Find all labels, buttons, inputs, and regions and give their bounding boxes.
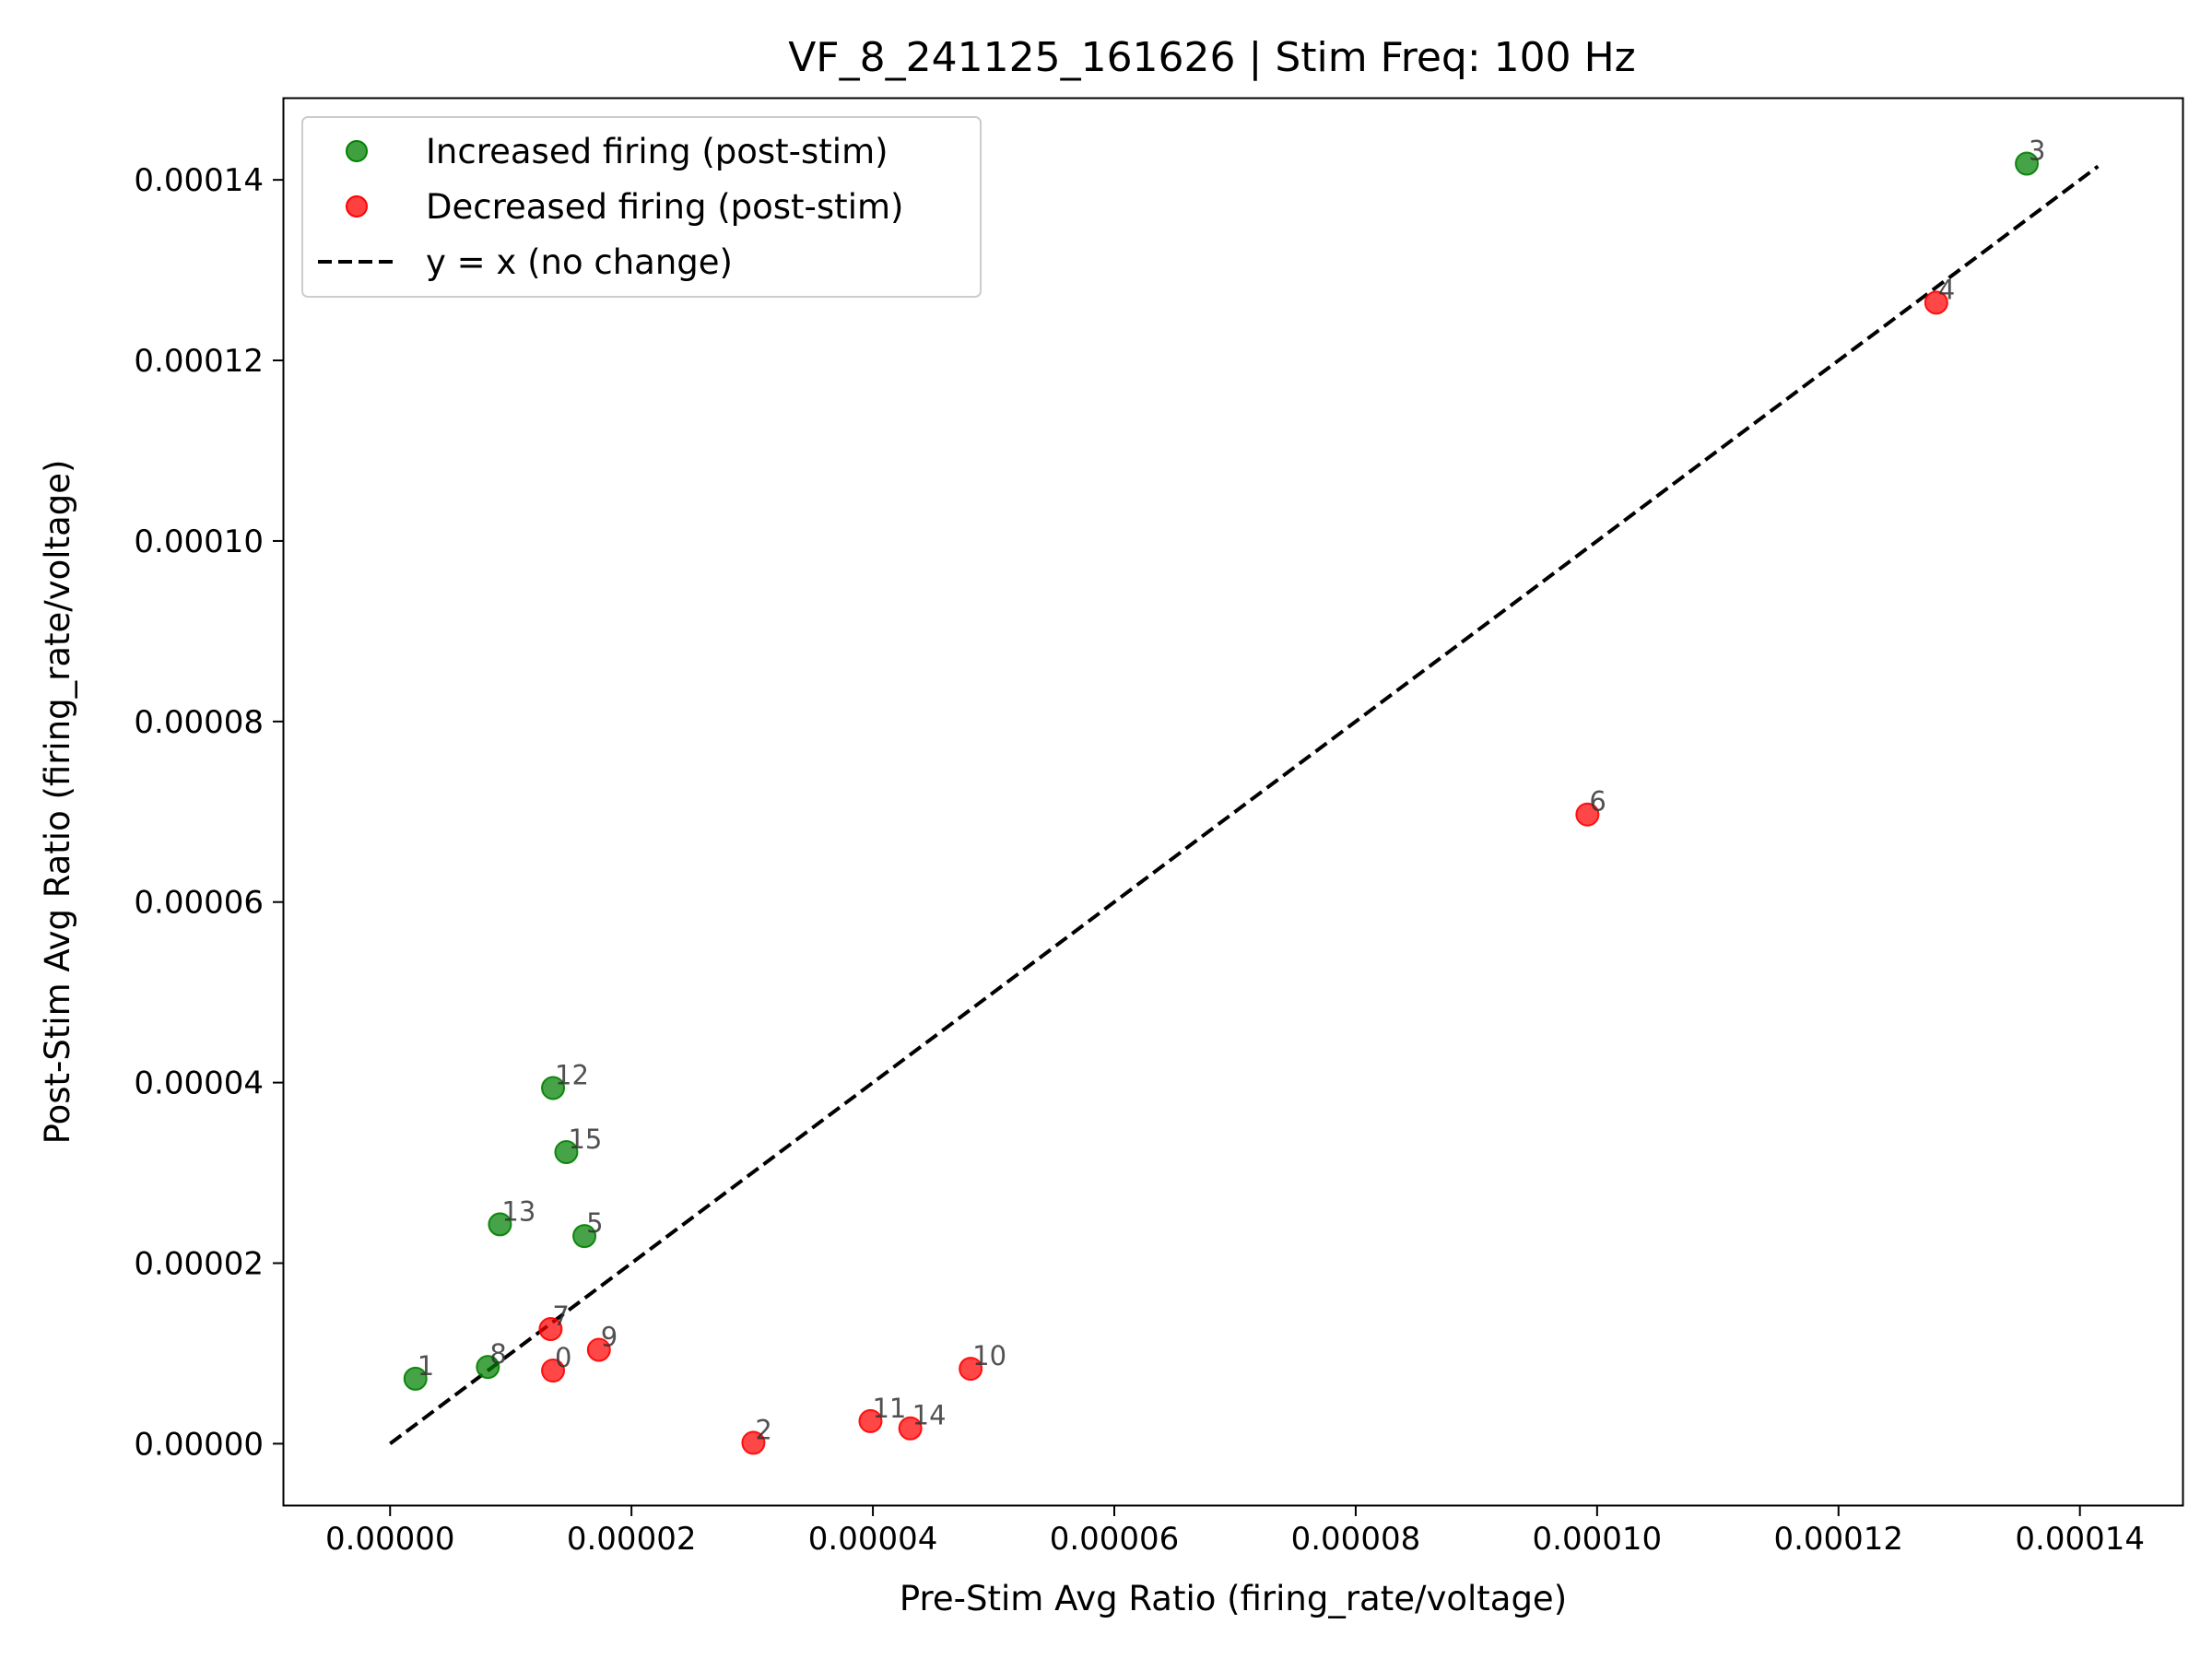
legend-marker-increased bbox=[346, 140, 368, 162]
data-point-5 bbox=[572, 1224, 597, 1249]
legend: Increased firing (post-stim) Decreased f… bbox=[301, 116, 982, 298]
data-point-label-9: 9 bbox=[601, 1322, 618, 1353]
legend-frame bbox=[301, 116, 982, 298]
x-axis-label: Pre-Stim Avg Ratio (firing_rate/voltage) bbox=[900, 1579, 1567, 1618]
y-tick-label: 0.00006 bbox=[134, 885, 264, 922]
legend-label-increased: Increased firing (post-stim) bbox=[426, 132, 888, 171]
y-tick-label: 0.00004 bbox=[134, 1065, 264, 1102]
y-tick-label: 0.00012 bbox=[134, 343, 264, 380]
data-point-label-6: 6 bbox=[1589, 786, 1606, 818]
x-tick-label: 0.00008 bbox=[1291, 1521, 1421, 1558]
data-point-label-3: 3 bbox=[2029, 135, 2045, 167]
y-axis: 0.00000 0.00002 0.00004 0.00006 0.00008 0.000… bbox=[134, 162, 284, 1463]
y-tick-label: 0.00008 bbox=[134, 704, 264, 741]
x-tick-label: 0.00012 bbox=[1773, 1521, 1903, 1558]
data-point-label-12: 12 bbox=[555, 1059, 589, 1090]
data-point-label-0: 0 bbox=[555, 1342, 571, 1373]
data-point-15 bbox=[554, 1140, 579, 1165]
data-point-7 bbox=[538, 1317, 563, 1342]
data-point-12 bbox=[541, 1076, 566, 1100]
x-axis: 0.00000 0.00002 0.00004 0.00006 0.00008 0.000… bbox=[325, 1505, 2145, 1558]
data-point-label-15: 15 bbox=[568, 1124, 602, 1155]
data-point-1 bbox=[403, 1366, 428, 1391]
y-tick-label: 0.00014 bbox=[134, 162, 264, 199]
x-tick-label: 0.00014 bbox=[2015, 1521, 2145, 1558]
plot-area-frame bbox=[282, 97, 2184, 1507]
legend-label-decreased: Decreased firing (post-stim) bbox=[426, 187, 903, 227]
data-points bbox=[403, 151, 2040, 1455]
data-point-14 bbox=[898, 1416, 923, 1441]
data-point-label-11: 11 bbox=[872, 1393, 906, 1424]
y-tick-label: 0.00000 bbox=[134, 1426, 264, 1463]
x-tick-label: 0.00002 bbox=[567, 1521, 697, 1558]
legend-label-reference: y = x (no change) bbox=[426, 242, 733, 282]
x-tick-label: 0.00010 bbox=[1533, 1521, 1663, 1558]
x-tick-label: 0.00004 bbox=[808, 1521, 938, 1558]
data-point-label-10: 10 bbox=[972, 1340, 1006, 1371]
x-tick-label: 0.00000 bbox=[325, 1521, 455, 1558]
data-point-label-13: 13 bbox=[501, 1195, 535, 1227]
data-point-6 bbox=[1575, 802, 1600, 827]
data-point-label-7: 7 bbox=[552, 1300, 569, 1332]
data-point-label-14: 14 bbox=[912, 1400, 947, 1431]
y-axis-label: Post-Stim Avg Ratio (firing_rate/voltage… bbox=[38, 460, 77, 1145]
data-point-3 bbox=[2015, 151, 2040, 176]
chart-title: VF_8_241125_161626 | Stim Freq: 100 Hz bbox=[788, 34, 1636, 81]
data-point-13 bbox=[488, 1212, 512, 1237]
data-point-9 bbox=[586, 1337, 611, 1362]
y-tick-label: 0.00010 bbox=[134, 524, 264, 560]
data-point-11 bbox=[858, 1408, 883, 1433]
data-point-4 bbox=[1924, 290, 1948, 315]
x-tick-label: 0.00006 bbox=[1050, 1521, 1180, 1558]
legend-marker-decreased bbox=[346, 195, 368, 218]
data-point-8 bbox=[476, 1355, 500, 1380]
data-point-label-4: 4 bbox=[1938, 274, 1955, 305]
y-tick-label: 0.00002 bbox=[134, 1246, 264, 1283]
data-point-label-2: 2 bbox=[755, 1414, 771, 1445]
data-point-10 bbox=[959, 1357, 983, 1382]
data-point-label-5: 5 bbox=[586, 1207, 603, 1239]
data-point-label-1: 1 bbox=[418, 1350, 434, 1382]
reference-line-y-equals-x bbox=[389, 164, 2100, 1445]
data-point-label-8: 8 bbox=[489, 1338, 506, 1370]
data-point-2 bbox=[741, 1430, 766, 1455]
data-point-0 bbox=[541, 1359, 566, 1383]
